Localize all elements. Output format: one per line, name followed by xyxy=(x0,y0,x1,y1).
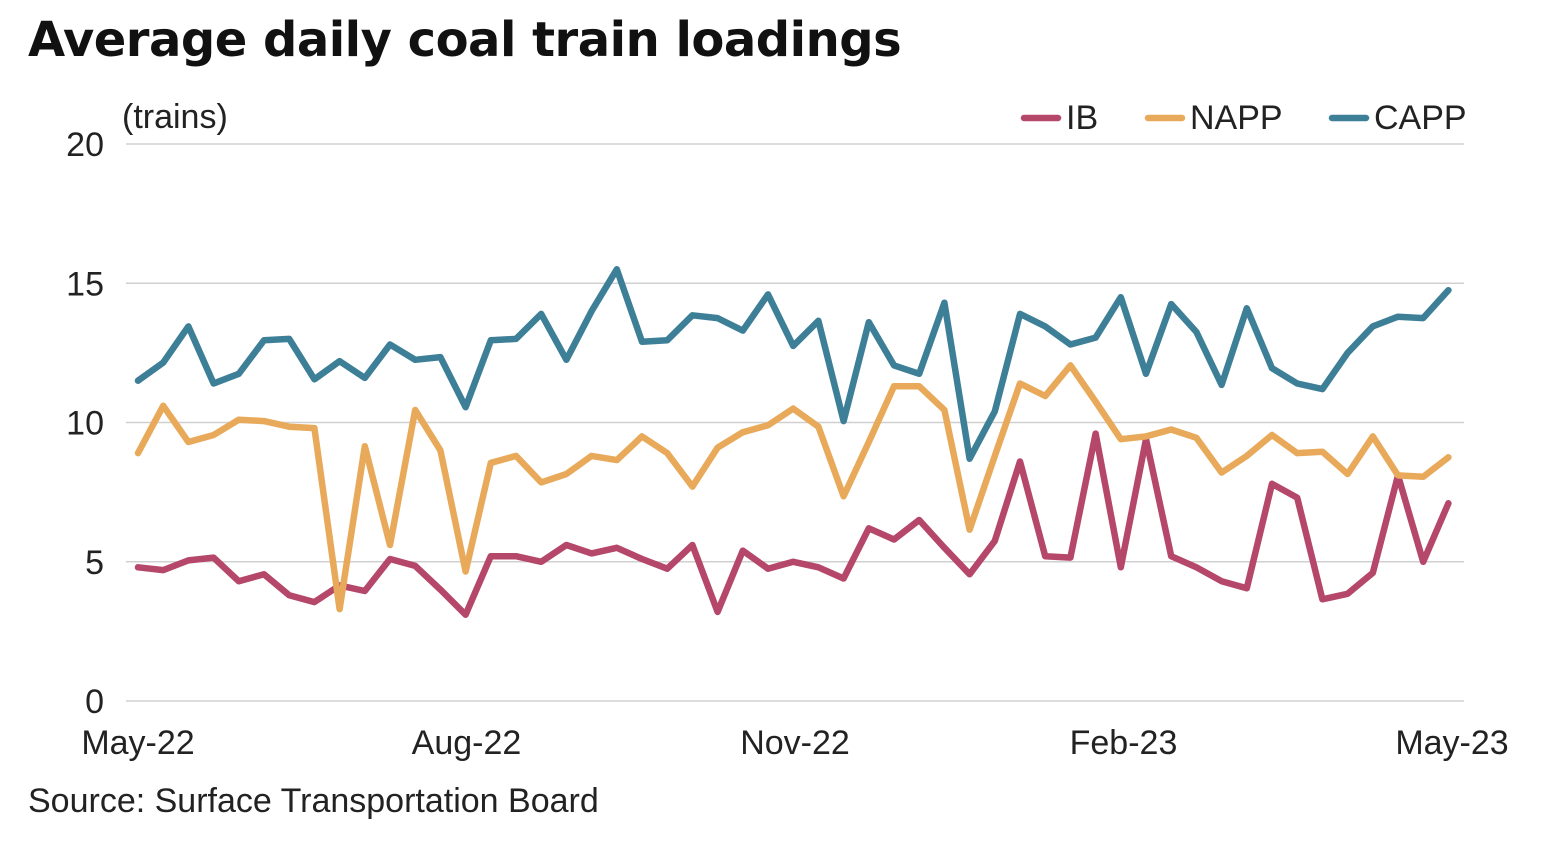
chart-title: Average daily coal train loadings xyxy=(28,12,902,68)
y-axis-unit-label: (trains) xyxy=(122,98,228,136)
y-tick-label: 5 xyxy=(85,544,104,582)
legend-label-ib: IB xyxy=(1066,99,1098,137)
x-tick-label: May-22 xyxy=(81,724,194,762)
legend: IB NAPP CAPP xyxy=(1020,99,1467,137)
series-line-ib xyxy=(134,430,1452,618)
series-line-napp xyxy=(134,362,1452,613)
y-tick-label: 10 xyxy=(66,405,104,443)
x-tick-label: Feb-23 xyxy=(1070,724,1178,762)
legend-label-capp: CAPP xyxy=(1374,99,1467,137)
y-axis-ticks: 0 5 10 15 20 xyxy=(66,126,104,721)
series-line-capp xyxy=(134,266,1452,462)
y-tick-label: 0 xyxy=(85,683,104,721)
legend-label-napp: NAPP xyxy=(1190,99,1283,137)
x-axis-ticks: May-22 Aug-22 Nov-22 Feb-23 May-23 xyxy=(81,724,1508,762)
x-tick-label: May-23 xyxy=(1395,724,1508,762)
x-tick-label: Aug-22 xyxy=(412,724,522,762)
y-tick-label: 15 xyxy=(66,265,104,303)
y-tick-label: 20 xyxy=(66,126,104,164)
x-tick-label: Nov-22 xyxy=(740,724,850,762)
gridlines xyxy=(126,143,1464,702)
source-note: Source: Surface Transportation Board xyxy=(28,782,599,820)
series-lines xyxy=(134,266,1452,618)
